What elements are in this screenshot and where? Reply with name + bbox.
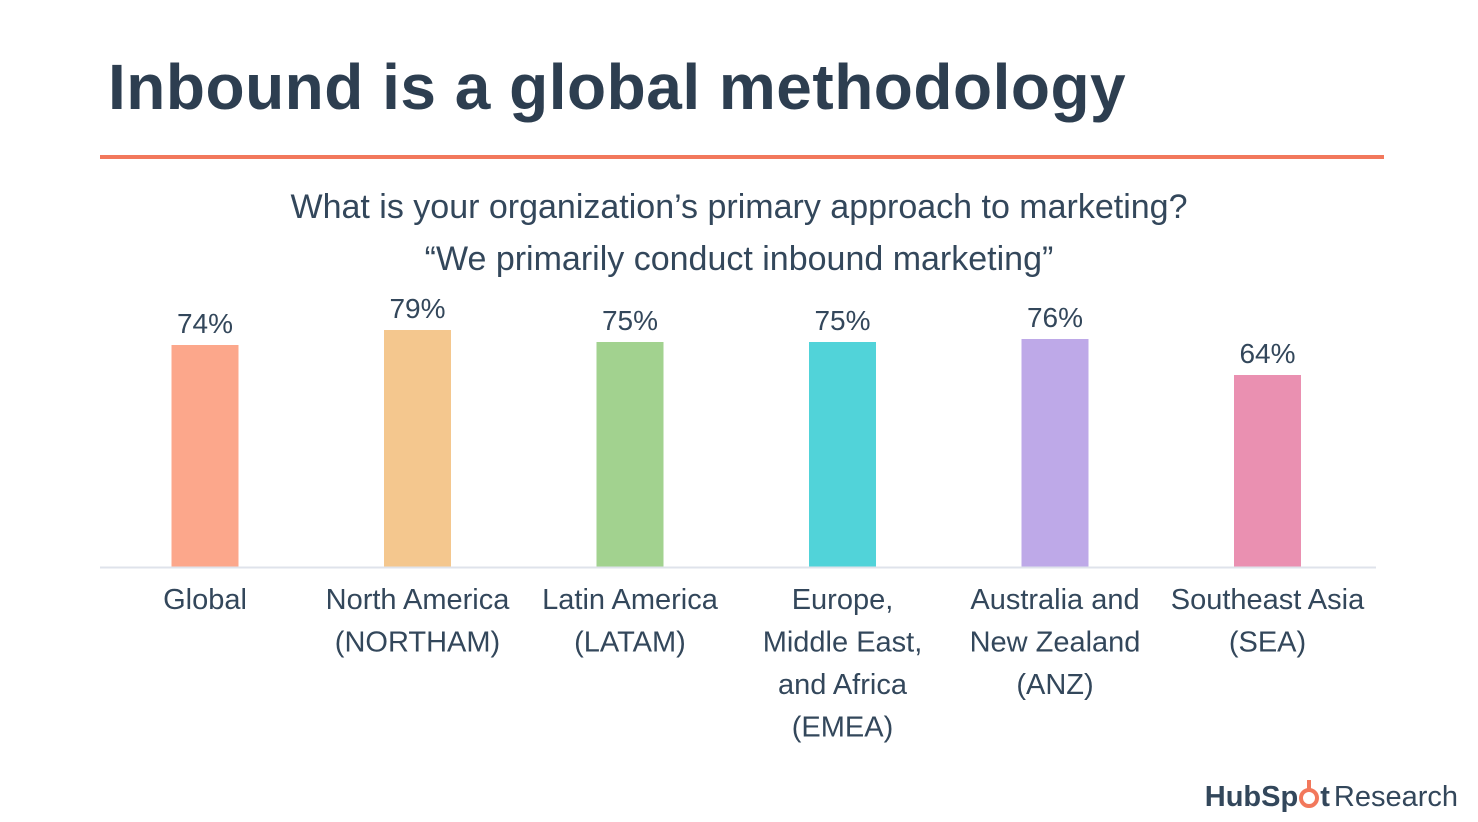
category-label-4-1: New Zealand — [970, 627, 1141, 659]
bar-3 — [809, 342, 876, 567]
category-label-1-0: North America — [326, 584, 511, 616]
category-label-5-1: (SEA) — [1229, 627, 1306, 659]
category-label-4-0: Australia and — [970, 584, 1139, 616]
slide-title: Inbound is a global methodology — [108, 51, 1127, 123]
bar-value-label-4: 76% — [1027, 302, 1083, 333]
category-label-5-0: Southeast Asia — [1171, 584, 1365, 616]
chart-question: What is your organization’s primary appr… — [290, 188, 1188, 226]
bar-value-label-0: 74% — [177, 308, 233, 339]
bar-value-label-5: 64% — [1239, 338, 1295, 369]
category-label-1-1: (NORTHAM) — [335, 627, 500, 659]
bar-2 — [596, 342, 664, 567]
category-label-0-0: Global — [163, 584, 247, 616]
brand-suffix: Research — [1333, 781, 1458, 813]
sprocket-icon — [1299, 780, 1320, 808]
bar-4 — [1021, 339, 1089, 567]
chart-answer-quote: “We primarily conduct inbound marketing” — [424, 240, 1054, 278]
title-divider — [100, 155, 1384, 159]
category-label-3-1: Middle East, — [763, 627, 923, 659]
bar-1 — [384, 330, 451, 567]
bar-value-label-1: 79% — [389, 293, 445, 324]
category-label-2-0: Latin America — [542, 584, 719, 616]
brand-name: HubSp t — [1204, 780, 1330, 813]
bar-value-label-2: 75% — [602, 305, 658, 336]
bar-5 — [1234, 375, 1301, 567]
category-label-4-2: (ANZ) — [1016, 669, 1093, 701]
category-label-2-1: (LATAM) — [574, 627, 686, 659]
category-label-3-0: Europe, — [792, 584, 894, 616]
bar-0 — [171, 345, 239, 567]
bar-value-label-3: 75% — [814, 305, 870, 336]
category-label-3-3: (EMEA) — [792, 712, 894, 744]
hubspot-research-logo: HubSp t Research — [1204, 780, 1458, 814]
category-label-3-2: and Africa — [778, 669, 908, 701]
